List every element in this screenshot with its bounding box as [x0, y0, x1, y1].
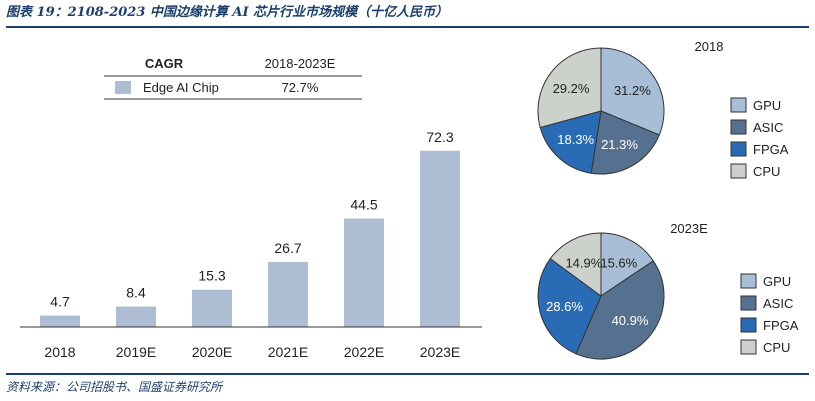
bar-2018	[40, 315, 80, 327]
legend-label: ASIC	[753, 120, 783, 135]
pie-slice-label: 40.9%	[612, 313, 649, 328]
pie-2018: 2018 31.2% 21.3% 18.3% 29.2% GPU ASIC FPGA CPU	[537, 39, 789, 179]
x-tick-label: 2022E	[344, 344, 384, 360]
bar-value-label: 44.5	[350, 197, 377, 213]
legend-swatch-ASIC	[730, 119, 747, 135]
bar-2022E	[344, 218, 384, 327]
pie-title: 2018	[695, 39, 724, 54]
pie-slice-label: 31.2%	[614, 83, 651, 98]
pie-slice-label: 14.9%	[565, 255, 602, 270]
legend-label: CPU	[753, 164, 780, 179]
pie-slice-CPU	[537, 47, 602, 129]
bar-value-label: 8.4	[126, 285, 146, 301]
bar-2021E	[268, 261, 308, 327]
cagr-header-period: 2018-2023E	[265, 56, 336, 71]
legend-swatch-CPU	[740, 339, 757, 355]
legend-swatch-FPGA	[730, 141, 747, 157]
bar-value-label: 15.3	[198, 268, 225, 284]
legend-swatch-ASIC	[740, 295, 757, 311]
legend-swatch-GPU	[740, 273, 757, 289]
bar-value-label: 26.7	[274, 240, 301, 256]
bar-value-label: 4.7	[50, 294, 70, 310]
pie-slice-GPU	[600, 232, 655, 297]
pie-slice-GPU	[600, 47, 665, 136]
legend-label: ASIC	[763, 296, 793, 311]
legend-label: FPGA	[753, 142, 789, 157]
pie-title: 2023E	[670, 221, 708, 236]
x-tick-label: 2020E	[192, 344, 232, 360]
bottom-rule	[6, 373, 809, 375]
legend-label: GPU	[753, 98, 781, 113]
pie-slice-label: 18.3%	[557, 132, 594, 147]
legend-label: CPU	[763, 340, 790, 355]
top-rule	[6, 26, 809, 28]
pie-slice-label: 29.2%	[553, 81, 590, 96]
legend-swatch-GPU	[730, 97, 747, 113]
legend-label: GPU	[763, 274, 791, 289]
pie-slice-FPGA	[539, 110, 602, 174]
cagr-header-label: CAGR	[145, 56, 184, 71]
cagr-series-label: Edge AI Chip	[143, 80, 219, 95]
cagr-table: CAGR 2018-2023E Edge AI Chip 72.7%	[104, 56, 362, 100]
figure-title: 图表 19：2108-2023 中国边缘计算 AI 芯片行业市场规模（十亿人民币…	[6, 5, 449, 20]
bar-2019E	[116, 306, 156, 327]
bar-series: 4.7 2018 8.4 2019E 15.3 2020E 26.7 2021E 44.5 202…	[40, 129, 460, 360]
pie-charts: 201831.2%21.3%18.3%29.2%GPUASICFPGACPU20…	[537, 39, 799, 360]
bar-value-label: 72.3	[426, 129, 453, 145]
x-tick-label: 2018	[44, 344, 75, 360]
figure-source: 资料来源：公司招股书、国盛证券研究所	[6, 380, 223, 394]
legend-swatch-CPU	[730, 163, 747, 179]
bar-2023E	[420, 150, 460, 327]
pie-slice-ASIC	[575, 260, 665, 360]
x-tick-label: 2023E	[420, 344, 460, 360]
x-tick-label: 2019E	[116, 344, 156, 360]
cagr-series-swatch	[115, 81, 131, 94]
x-tick-label: 2021E	[268, 344, 308, 360]
pie-slice-ASIC	[590, 110, 660, 175]
legend-swatch-FPGA	[740, 317, 757, 333]
cagr-series-value: 72.7%	[282, 80, 319, 95]
pie-slice-FPGA	[537, 257, 602, 355]
legend-label: FPGA	[763, 318, 799, 333]
pie-slice-label: 21.3%	[601, 137, 638, 152]
pie-slice-label: 15.6%	[600, 256, 637, 271]
bar-2020E	[192, 289, 232, 327]
pie-slice-label: 28.6%	[546, 299, 583, 314]
pie-2023E: 2023E 15.6% 40.9% 28.6% 14.9% GPU ASIC FPGA CPU	[537, 221, 799, 360]
pie-slice-CPU	[549, 232, 602, 297]
